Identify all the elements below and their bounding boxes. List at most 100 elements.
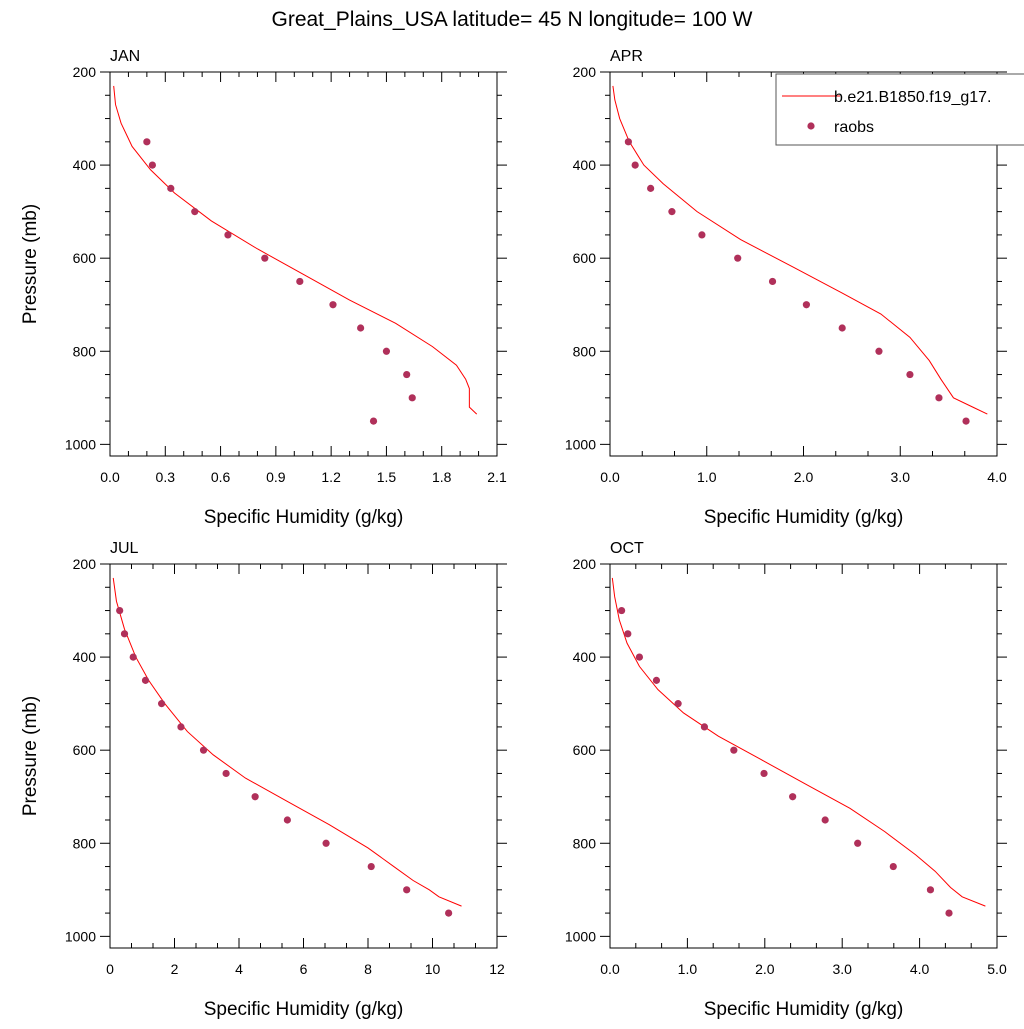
x-tick-label: 0.0 xyxy=(600,961,620,977)
x-tick-label: 5.0 xyxy=(987,961,1007,977)
x-tick-label: 6 xyxy=(300,961,308,977)
panel-oct: 0.0 1.0 2.0 3.0 4.0 5.0 200 400 600 800 1000 OCT Spe… xyxy=(565,540,1007,1020)
panel-label: APR xyxy=(610,48,643,65)
raobs-point xyxy=(734,254,742,262)
panel-label: JUL xyxy=(110,540,139,557)
x-axis-title: Specific Humidity (g/kg) xyxy=(204,507,404,528)
figure-title: Great_Plains_USA latitude= 45 N longitud… xyxy=(272,8,753,31)
raobs-point xyxy=(367,862,375,871)
raobs-point xyxy=(329,301,337,309)
raobs-point xyxy=(789,793,797,801)
raobs-point xyxy=(926,886,935,894)
raobs-point xyxy=(821,816,829,824)
x-tick-label: 0.0 xyxy=(100,469,120,485)
y-tick-label: 600 xyxy=(73,742,97,758)
raobs-point xyxy=(148,161,156,169)
raobs-point xyxy=(357,324,365,332)
x-tick-label: 3.0 xyxy=(832,961,852,977)
x-tick-label: 10 xyxy=(425,961,441,977)
raobs-point xyxy=(261,254,269,262)
y-tick-label: 400 xyxy=(573,649,597,665)
raobs-point xyxy=(224,231,232,239)
legend-point-swatch xyxy=(807,122,815,130)
raobs-point xyxy=(962,417,970,425)
panel-jan: 0.0 0.3 0.6 0.9 1.2 1.5 1.8 2.1 200 400 600 800 1000… xyxy=(20,48,507,528)
x-tick-label: 0 xyxy=(106,961,114,977)
panels: 0.0 0.3 0.6 0.9 1.2 1.5 1.8 2.12004006008001000… xyxy=(20,48,1024,1020)
y-tick-label: 400 xyxy=(573,157,597,173)
x-tick-label: 1.0 xyxy=(697,469,717,485)
y-tick-label: 800 xyxy=(73,835,97,851)
x-tick-label: 2 xyxy=(171,961,179,977)
model-line xyxy=(112,577,462,907)
panel-jul: 0 2 4 6 8 10 12 200 400 600 800 1000 JUL Specific Hum… xyxy=(20,540,507,1020)
panel-apr: 0.0 1.0 2.0 3.0 4.0 200 400 600 800 1000 APR Specif… xyxy=(565,48,1024,528)
raobs-point xyxy=(403,370,411,379)
raobs-point xyxy=(652,676,661,684)
raobs-point xyxy=(668,208,676,216)
x-tick-label: 0.0 xyxy=(600,469,620,485)
raobs-point xyxy=(624,138,632,146)
y-axis-title: Pressure (mb) xyxy=(20,204,41,324)
model-line xyxy=(611,577,986,907)
raobs-point xyxy=(760,769,768,778)
raobs-point xyxy=(838,324,846,332)
raobs-point xyxy=(698,231,706,239)
raobs-point xyxy=(700,723,709,731)
x-axis-title: Specific Humidity (g/kg) xyxy=(704,999,904,1020)
y-tick-label: 200 xyxy=(73,64,97,80)
y-tick-label: 800 xyxy=(573,835,597,851)
y-tick-label: 600 xyxy=(73,250,97,266)
raobs-point xyxy=(167,184,175,192)
plot-frame xyxy=(109,563,498,949)
raobs-point xyxy=(283,816,291,824)
x-tick-label: 3.0 xyxy=(891,469,911,485)
x-tick-label: 1.2 xyxy=(321,469,341,485)
raobs-point xyxy=(191,208,199,216)
y-tick-label: 1000 xyxy=(65,436,96,452)
raobs-point xyxy=(889,862,897,871)
raobs-point xyxy=(129,653,137,661)
raobs-point xyxy=(120,630,129,638)
panel-label: OCT xyxy=(610,540,644,557)
x-tick-label: 0.9 xyxy=(266,469,286,485)
raobs-point xyxy=(199,746,208,754)
x-tick-label: 2.0 xyxy=(794,469,814,485)
raobs-point xyxy=(875,347,883,355)
raobs-point xyxy=(854,839,862,847)
legend-model-label: b.e21.B1850.f19_g17. xyxy=(834,89,991,106)
legend: b.e21.B1850.f19_g17.raobs xyxy=(775,73,1024,146)
x-axis-title: Specific Humidity (g/kg) xyxy=(704,507,904,528)
y-tick-label: 400 xyxy=(73,649,97,665)
legend-box xyxy=(775,73,1024,146)
x-tick-label: 1.5 xyxy=(377,469,397,485)
x-tick-label: 2.1 xyxy=(487,469,507,485)
raobs-point xyxy=(674,700,682,708)
plot-frame xyxy=(109,71,498,457)
raobs-point xyxy=(768,277,777,286)
y-tick-label: 200 xyxy=(573,556,597,572)
raobs-point xyxy=(177,723,185,731)
y-tick-label: 1000 xyxy=(65,928,96,944)
raobs-point xyxy=(322,839,330,847)
x-axis-title: Specific Humidity (g/kg) xyxy=(204,999,404,1020)
x-tick-label: 12 xyxy=(489,961,505,977)
raobs-point xyxy=(906,370,914,379)
raobs-point xyxy=(222,769,230,778)
y-tick-label: 600 xyxy=(573,742,597,758)
x-tick-label: 0.6 xyxy=(211,469,231,485)
legend-obs-label: raobs xyxy=(834,119,874,136)
raobs-point xyxy=(403,886,411,894)
raobs-point xyxy=(945,909,953,917)
x-tick-label: 2.0 xyxy=(755,961,775,977)
raobs-point xyxy=(730,746,738,754)
x-tick-label: 8 xyxy=(364,961,372,977)
raobs-point xyxy=(369,417,378,425)
x-tick-label: 1.8 xyxy=(432,469,452,485)
raobs-point xyxy=(802,301,811,309)
y-tick-label: 1000 xyxy=(565,436,596,452)
raobs-point xyxy=(647,184,655,192)
raobs-point xyxy=(635,653,644,661)
